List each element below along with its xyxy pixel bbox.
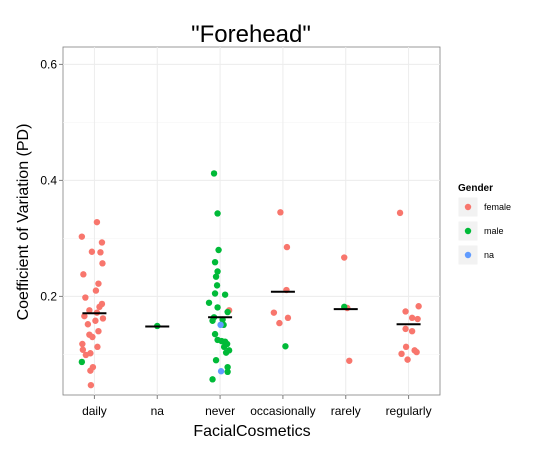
legend-key-female [464, 203, 472, 211]
data-point-female [415, 303, 422, 310]
legend: Gender female male na [457, 183, 511, 266]
x-axis-title: FacialCosmetics [193, 423, 310, 440]
data-point-female [86, 307, 93, 314]
data-point-male [282, 343, 289, 350]
y-axis: 0.2 0.4 0.6 [40, 57, 63, 303]
data-point-female [402, 308, 409, 315]
data-point-male [220, 343, 228, 351]
data-point-female [84, 321, 92, 328]
data-point-female [79, 340, 86, 348]
data-point-na [217, 321, 224, 329]
x-tick-label-daily: daily [82, 404, 107, 418]
data-point-female [277, 209, 284, 216]
data-point-female [81, 312, 88, 320]
data-point-female [95, 280, 102, 287]
data-point-male [221, 291, 229, 298]
legend-key-na [464, 251, 472, 259]
data-point-female [82, 351, 90, 359]
x-tick-label-regularly: regularly [386, 404, 432, 418]
data-point-female [398, 350, 405, 358]
data-point-male [214, 268, 221, 275]
data-point-female [88, 248, 96, 255]
x-tick-label-never: never [205, 404, 235, 418]
data-point-male [224, 363, 231, 371]
data-point-female [79, 346, 87, 353]
data-point-female [92, 317, 99, 324]
y-tick-label: 0.4 [40, 173, 57, 187]
data-point-female [284, 314, 292, 322]
data-point-male [224, 368, 231, 375]
data-point-female [99, 315, 107, 322]
data-point-male [222, 349, 230, 356]
legend-title: Gender [458, 183, 493, 194]
data-point-female [408, 328, 416, 335]
chart-title: "Forehead" [191, 21, 311, 48]
data-point-female [80, 271, 87, 278]
data-point-female [92, 287, 100, 294]
data-point-male [213, 282, 221, 289]
data-point-na [217, 368, 225, 375]
data-point-female [96, 303, 103, 311]
data-point-female [413, 348, 420, 356]
y-tick-label: 0.2 [40, 289, 57, 303]
data-point-female [402, 325, 409, 333]
data-point-male [214, 210, 221, 217]
median-bars [82, 290, 421, 328]
data-point-female [89, 333, 96, 341]
grid-lines [63, 47, 440, 395]
legend-label-male: male [484, 226, 504, 236]
data-point-female [276, 319, 283, 327]
data-point-male [224, 308, 231, 316]
x-tick-label-rarely: rarely [331, 404, 361, 418]
data-point-female [78, 233, 86, 240]
legend-label-na: na [484, 250, 494, 260]
x-axis: daily na never occasionally rarely regularly [82, 395, 432, 418]
data-point-female [87, 367, 94, 374]
data-point-female [408, 314, 416, 322]
plot-panel [62, 46, 441, 396]
data-point-female [93, 218, 101, 226]
x-tick-label-na: na [151, 404, 165, 418]
y-axis-title: Coefficient of Variation (PD) [15, 124, 32, 321]
data-point-female [99, 260, 106, 267]
legend-key-male [464, 227, 472, 235]
data-point-female [341, 254, 348, 261]
data-point-female [396, 209, 404, 217]
y-tick-label: 0.6 [40, 57, 57, 71]
data-point-female [402, 343, 410, 351]
data-point-male [78, 358, 86, 366]
data-point-male [211, 330, 219, 338]
data-point-female [404, 356, 411, 363]
data-point-male [211, 290, 219, 297]
data-point-male [209, 317, 216, 324]
data-point-female [82, 294, 89, 301]
data-point-female [414, 315, 421, 323]
x-tick-label-occasionally: occasionally [250, 404, 315, 418]
data-point-female [97, 249, 104, 256]
data-point-male [214, 304, 221, 311]
data-point-male [210, 170, 218, 177]
data-point-female [346, 357, 353, 364]
data-point-female [98, 239, 106, 246]
data-point-female [270, 309, 278, 316]
data-point-female [87, 381, 95, 389]
data-point-male [205, 299, 213, 306]
data-points [78, 170, 422, 389]
data-point-female [94, 343, 101, 351]
data-point-female [95, 328, 102, 335]
data-point-male [212, 273, 220, 280]
data-point-male [211, 258, 219, 266]
data-point-male [209, 376, 216, 383]
data-point-female [283, 243, 291, 251]
legend-label-female: female [484, 202, 511, 212]
data-point-male [215, 246, 222, 254]
data-point-male [212, 357, 220, 364]
